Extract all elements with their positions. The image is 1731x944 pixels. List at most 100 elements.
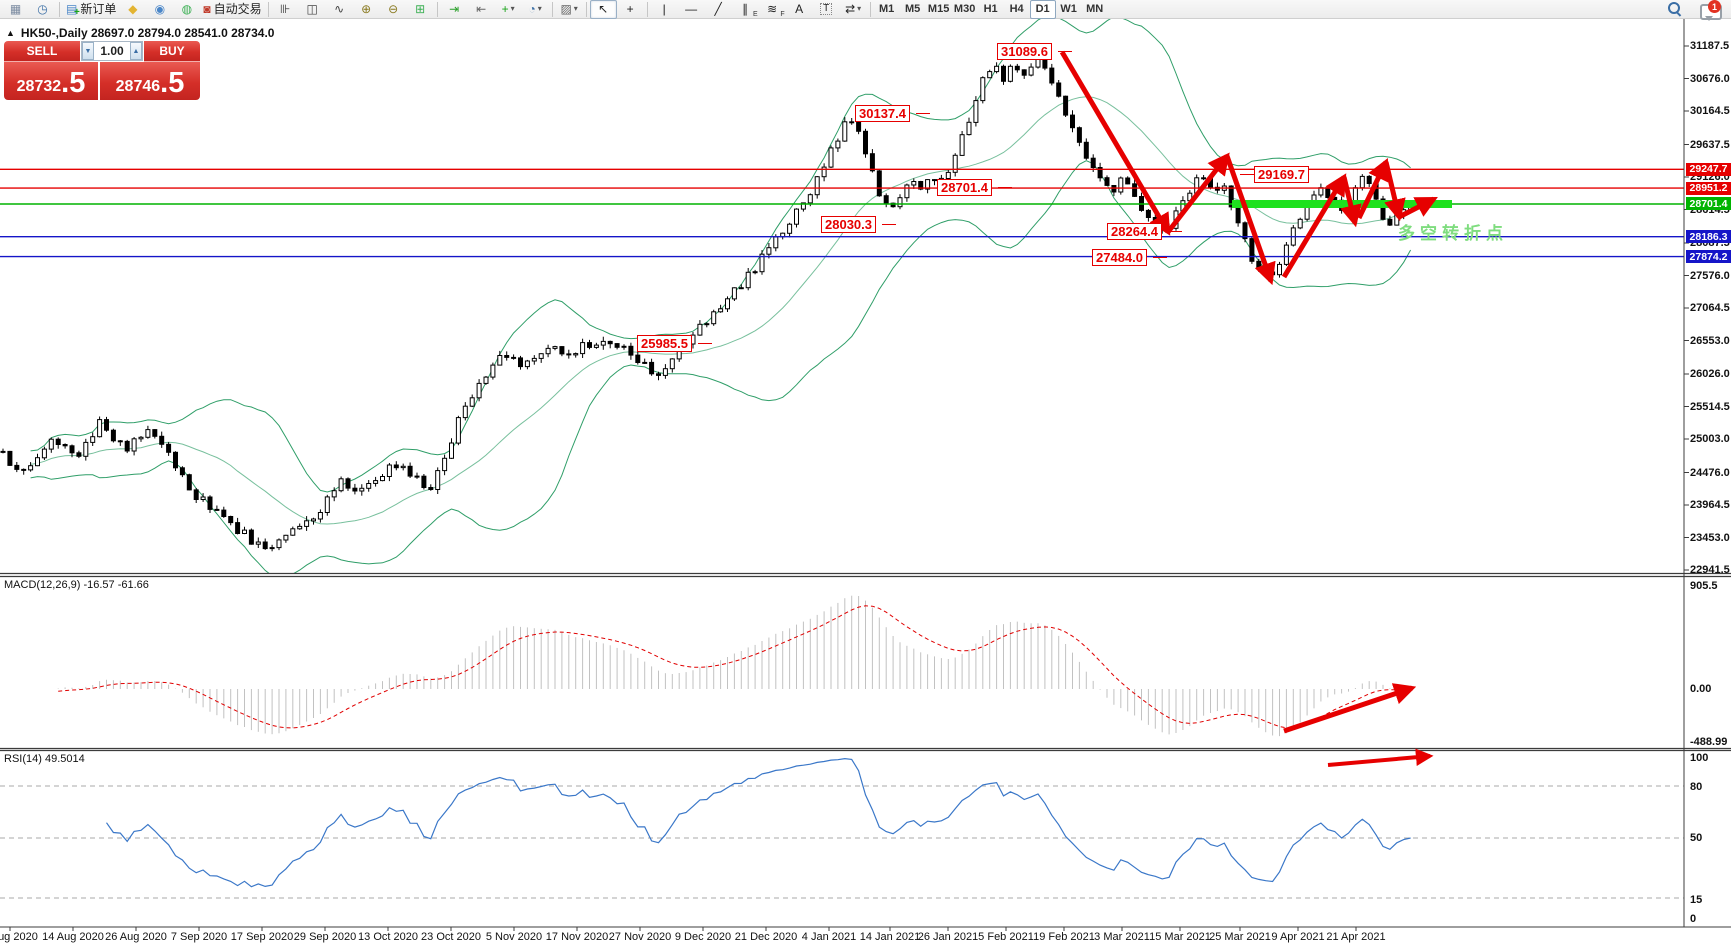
arrows-tool-button[interactable]: ⇄ ▾ (840, 0, 867, 19)
price-tick: 25514.5 (1690, 400, 1730, 413)
text-label-button[interactable]: T (813, 0, 840, 19)
new-order-button[interactable]: ▤ + 新订单 (63, 0, 119, 19)
text-label-icon: T (820, 3, 833, 15)
volume-up-button[interactable]: ▲ (130, 42, 142, 60)
price-tick: 25003.0 (1690, 433, 1730, 446)
price-tick: 26553.0 (1690, 334, 1730, 347)
price-line-badge: 27874.2 (1686, 250, 1731, 264)
timeframe-d1[interactable]: D1 (1029, 0, 1056, 19)
indicators-list-icon: + (501, 2, 509, 16)
bar-chart-type-button[interactable]: ⊪ (272, 0, 299, 19)
search-icon[interactable] (1668, 2, 1683, 17)
time-axis-label: 23 Oct 2020 (421, 931, 481, 943)
volume-down-button[interactable]: ▼ (82, 42, 94, 60)
tile-windows-button[interactable]: ⊞ (407, 0, 434, 19)
rsi-label: RSI(14) 49.5014 (4, 753, 85, 765)
new-order-icon: ▤ (66, 2, 78, 16)
time-axis-label: 27 Nov 2020 (608, 931, 672, 943)
indicators-list-button[interactable]: + ▾ (495, 0, 522, 19)
panel-collapse-icon[interactable]: ▲ (6, 28, 15, 38)
price-annotation[interactable]: 31089.6 (997, 43, 1052, 60)
sell-button[interactable]: SELL (4, 41, 80, 62)
price-annotation[interactable]: 28701.4 (937, 179, 992, 196)
timeframe-m15[interactable]: M15 (927, 3, 950, 15)
trend-arrows[interactable] (1059, 50, 1438, 286)
toolbar: ▦ ◷ ▤ + 新订单 ◆ ◉ ◍ ◙ 自动交易 ⊪ ◫ ∿ ⊕ ⊖ ⊞ ⇥ ⇤ + ▾ ◔ ▾ ▨ ▾ ↖ + | — ╱ ∥ E ≋ F A T… (0, 0, 1731, 19)
toolbar-separator (551, 1, 553, 17)
auto-scroll-button[interactable]: ⇥ (441, 0, 468, 19)
buy-price[interactable]: 28746.5 (100, 62, 200, 100)
equidistant-channel-letter: E (752, 10, 758, 18)
timeframe-m30[interactable]: M30 (953, 3, 976, 15)
line-chart-type-icon: ∿ (334, 2, 345, 16)
trendline-icon: ╱ (714, 2, 722, 16)
chart-profiles-button[interactable]: ◉ (146, 0, 173, 19)
horizontal-line-button[interactable]: — (678, 0, 705, 19)
fibonacci-button[interactable]: ≋ F (759, 0, 786, 19)
time-axis-label: 4 Jan 2021 (801, 931, 857, 943)
sell-price[interactable]: 28732.5 (4, 62, 98, 100)
periods-button[interactable]: ◔ ▾ (522, 0, 549, 19)
line-chart-type-button[interactable]: ∿ (326, 0, 353, 19)
price-annotation[interactable]: 30137.4 (855, 105, 910, 122)
annotation-anchor-line (1168, 231, 1183, 232)
new-order-label: 新订单 (80, 2, 117, 16)
price-annotation[interactable]: 25985.5 (637, 335, 692, 352)
dropdown-arrow-icon: ▾ (857, 4, 862, 13)
annotation-anchor-line (916, 113, 931, 114)
price-tick: 30676.0 (1690, 72, 1730, 85)
market-watch-button[interactable]: ◷ (29, 0, 56, 19)
price-annotation[interactable]: 28264.4 (1107, 223, 1162, 240)
rsi-scale-tick: 50 (1690, 832, 1703, 844)
timeframe-m1[interactable]: M1 (878, 3, 895, 15)
time-axis-label: 21 Apr 2021 (1326, 931, 1386, 943)
text-icon: A (795, 2, 804, 16)
vertical-line-button[interactable]: | (651, 0, 678, 19)
annotation-anchor-line (1153, 257, 1168, 258)
time-axis-label: 15 Mar 2021 (1149, 931, 1211, 943)
dropdown-arrow-icon: ▾ (573, 4, 578, 13)
templates-button[interactable]: ▨ ▾ (556, 0, 583, 19)
search-lens (1668, 2, 1680, 14)
zoom-in-button[interactable]: ⊕ (353, 0, 380, 19)
metaeditor-button[interactable]: ◆ (119, 0, 146, 19)
price-tick: 29637.5 (1690, 138, 1730, 151)
chinese-annotation[interactable]: 多空转折点 (1398, 224, 1508, 243)
toolbar-separator (869, 1, 871, 17)
price-annotation[interactable]: 27484.0 (1092, 249, 1147, 266)
autotrading-button[interactable]: ◙ 自动交易 (200, 0, 264, 19)
price-tick: 31187.5 (1690, 40, 1730, 52)
periods-icon: ◔ (528, 2, 536, 16)
new-chart-button[interactable]: ▦ (2, 0, 29, 19)
trendline-button[interactable]: ╱ (705, 0, 732, 19)
cursor-button[interactable]: ↖ (589, 0, 617, 19)
price-annotation[interactable]: 28030.3 (821, 216, 876, 233)
time-axis-label: 21 Dec 2020 (734, 931, 798, 943)
toolbar-separator (646, 1, 648, 17)
volume-input[interactable] (94, 42, 130, 60)
timeframe-h1[interactable]: H1 (983, 3, 998, 15)
candlestick-type-button[interactable]: ◫ (299, 0, 326, 19)
price-tick: 26026.0 (1690, 368, 1730, 380)
timeframe-m5[interactable]: M5 (904, 3, 921, 15)
price-tick: 27064.5 (1690, 302, 1730, 315)
time-axis-label: 5 Feb 2021 (978, 931, 1034, 943)
crosshair-button[interactable]: + (617, 0, 644, 19)
price-annotation[interactable]: 29169.7 (1254, 166, 1309, 183)
rsi-arrow[interactable] (1327, 748, 1434, 767)
text-button[interactable]: A (786, 0, 813, 19)
chart-shift-button[interactable]: ⇤ (468, 0, 495, 19)
rsi-scale-tick: 100 (1690, 752, 1709, 764)
price-tick: 24476.0 (1690, 466, 1730, 479)
buy-button[interactable]: BUY (144, 41, 200, 62)
zoom-out-button[interactable]: ⊖ (380, 0, 407, 19)
equidistant-channel-button[interactable]: ∥ E (732, 0, 759, 19)
timeframe-w1[interactable]: W1 (1060, 3, 1077, 15)
rsi-scale-tick: 15 (1690, 894, 1703, 906)
timeframe-h4[interactable]: H4 (1009, 3, 1024, 15)
signals-button[interactable]: ◍ (173, 0, 200, 19)
timeframe-mn[interactable]: MN (1086, 3, 1104, 15)
time-axis-label: 19 Feb 2021 (1033, 931, 1095, 943)
macd-arrow[interactable] (1283, 683, 1417, 734)
vertical-line-icon: | (662, 2, 666, 16)
